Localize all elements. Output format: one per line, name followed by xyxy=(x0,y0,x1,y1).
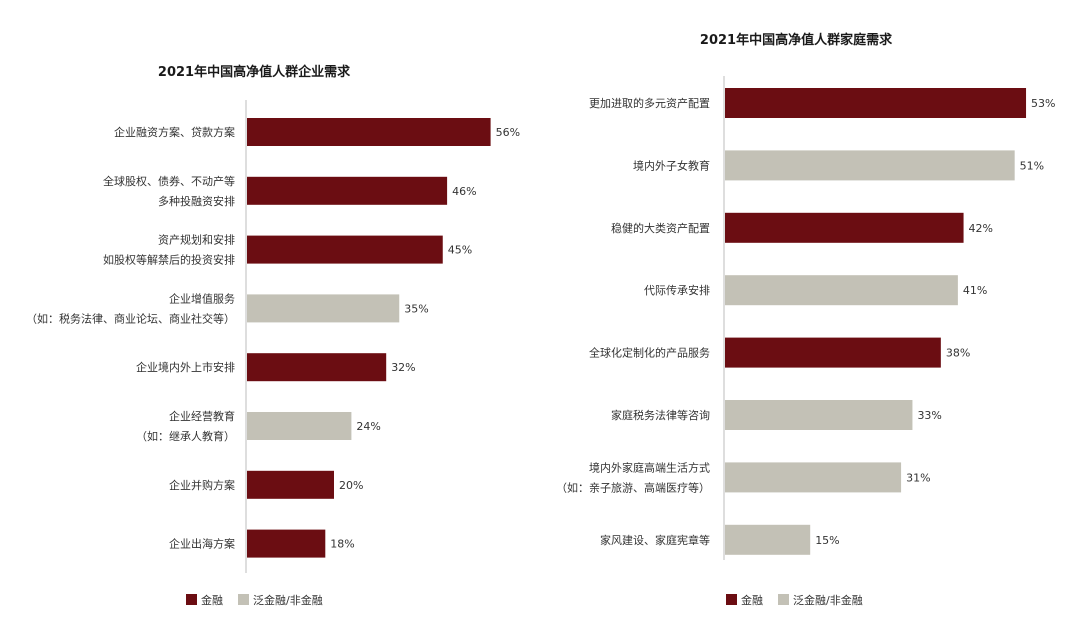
category-label: （如：亲子旅游、高端医疗等） xyxy=(556,480,710,494)
bar xyxy=(725,275,958,306)
family-needs-chart: 2021年中国高净值人群家庭需求 53% 更加进取的多元资产配置 51% 境内外子女教育… xyxy=(556,32,1055,607)
category-label: 企业增值服务 xyxy=(169,291,235,305)
bar xyxy=(247,470,334,499)
data-label: 32% xyxy=(391,361,415,374)
bar xyxy=(725,400,913,430)
legend-swatch-non-finance xyxy=(238,594,249,605)
legend-swatch-finance xyxy=(186,594,197,605)
bar xyxy=(725,212,964,243)
data-label: 20% xyxy=(339,479,363,492)
bar xyxy=(247,176,448,205)
bar xyxy=(247,412,352,440)
category-label: 企业融资方案、贷款方案 xyxy=(114,125,235,139)
bar xyxy=(725,462,902,493)
data-label: 41% xyxy=(963,284,987,297)
category-label: 企业出海方案 xyxy=(169,537,235,551)
category-label: 境内外子女教育 xyxy=(633,158,710,172)
category-label: 多种投融资安排 xyxy=(158,194,235,208)
data-label: 53% xyxy=(1031,97,1055,110)
category-label: 企业境内外上市安排 xyxy=(136,360,235,374)
bar xyxy=(725,337,941,368)
bar xyxy=(247,294,400,323)
bar xyxy=(725,150,1015,181)
bar xyxy=(247,529,326,558)
legend-swatch-non-finance xyxy=(778,594,789,605)
data-label: 24% xyxy=(356,420,380,433)
chart-title: 2021年中国高净值人群家庭需求 xyxy=(700,32,893,48)
data-label: 15% xyxy=(815,534,839,547)
data-label: 56% xyxy=(496,126,520,139)
data-label: 35% xyxy=(404,302,428,315)
category-label: 境内外家庭高端生活方式 xyxy=(589,460,710,474)
data-label: 45% xyxy=(448,244,472,257)
data-label: 31% xyxy=(906,471,930,484)
category-label: （如：继承人教育） xyxy=(136,429,235,443)
bar xyxy=(725,88,1027,118)
bar xyxy=(725,524,811,555)
category-label: 企业并购方案 xyxy=(169,478,235,492)
category-label: 家风建设、家庭宪章等 xyxy=(600,533,710,547)
category-label: 全球化定制化的产品服务 xyxy=(589,346,710,360)
legend-label-non-finance: 泛金融/非金融 xyxy=(253,593,323,607)
data-label: 33% xyxy=(917,409,941,422)
category-label: 企业经营教育 xyxy=(169,409,235,423)
bar xyxy=(247,235,443,264)
data-label: 51% xyxy=(1020,159,1044,172)
legend-label-finance: 金融 xyxy=(741,593,763,607)
legend-swatch-finance xyxy=(726,594,737,605)
data-label: 42% xyxy=(969,222,993,235)
category-label: 资产规划和安排 xyxy=(158,233,235,247)
bar xyxy=(247,118,491,146)
chart-title: 2021年中国高净值人群企业需求 xyxy=(158,64,351,80)
data-label: 38% xyxy=(946,347,970,360)
bar xyxy=(247,353,387,382)
enterprise-needs-chart: 2021年中国高净值人群企业需求 56% 企业融资方案、贷款方案 46% 全球股权、债券… xyxy=(26,64,520,607)
legend-label-non-finance: 泛金融/非金融 xyxy=(793,593,863,607)
category-label: 如股权等解禁后的投资安排 xyxy=(103,253,235,267)
category-label: 稳健的大类资产配置 xyxy=(611,221,710,235)
category-label: 全球股权、债券、不动产等 xyxy=(103,174,235,188)
data-label: 18% xyxy=(330,538,354,551)
legend-label-finance: 金融 xyxy=(201,593,223,607)
category-label: 更加进取的多元资产配置 xyxy=(589,96,710,110)
category-label: （如：税务法律、商业论坛、商业社交等） xyxy=(26,311,235,325)
data-label: 46% xyxy=(452,185,476,198)
category-label: 代际传承安排 xyxy=(644,283,710,297)
category-label: 家庭税务法律等咨询 xyxy=(611,408,710,422)
